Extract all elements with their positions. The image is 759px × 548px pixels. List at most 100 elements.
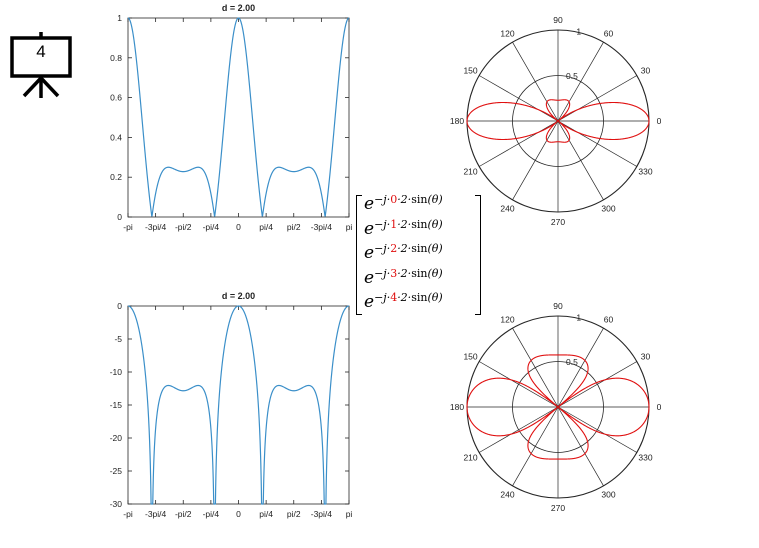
matrix-index: 2 [390, 242, 398, 255]
polar-angle-label: 330 [638, 167, 652, 177]
x-tick-label: pi [346, 222, 353, 232]
x-tick-label: pi/2 [287, 509, 301, 519]
matrix-base: e [364, 292, 375, 312]
polar-r-label: 1 [576, 26, 581, 36]
polar-angle-label: 90 [553, 15, 563, 25]
polar-angle-label: 210 [463, 453, 477, 463]
matrix-row: e−j·1·2·sin(θ) [364, 218, 443, 243]
y-tick-label: 0.6 [110, 93, 122, 103]
x-tick-label: -3pi/4 [311, 509, 333, 519]
polar-spoke [512, 406, 559, 486]
polar-angle-label: 120 [500, 29, 514, 39]
matrix-rest: ·2· [397, 291, 412, 304]
slide-number-badge: 4 [10, 32, 72, 100]
y-tick-label: -15 [110, 400, 123, 410]
x-tick-label: pi [346, 509, 353, 519]
y-tick-label: 0.2 [110, 172, 122, 182]
polar-r-label: 0.5 [566, 71, 578, 81]
matrix-left-bracket [356, 195, 362, 315]
plot-area [127, 17, 350, 218]
matrix-fn: sin [411, 291, 428, 304]
polar-angle-label: 330 [638, 453, 652, 463]
polar-spoke [557, 120, 637, 167]
steering-vector-matrix: e−j·0·2·sin(θ) e−j·1·2·sin(θ) e−j·2·2·sin(… [356, 193, 481, 315]
x-tick-label: -pi/4 [203, 222, 220, 232]
x-tick-label: 0 [236, 509, 241, 519]
matrix-minus: −j· [374, 291, 391, 304]
slide-number: 4 [36, 42, 46, 61]
matrix-row: e−j·2·2·sin(θ) [364, 242, 443, 267]
polar-spoke [557, 75, 637, 122]
polar-spoke [557, 406, 604, 486]
polar-spoke [557, 328, 604, 408]
matrix-arg: (θ) [427, 242, 443, 255]
matrix-exponent: −j·3·2·sin(θ) [374, 267, 443, 280]
polar-spoke [479, 406, 559, 453]
polar-angle-label: 210 [463, 167, 477, 177]
db-beampattern-chart: -30 -25 -20 -15 -10 -5 0 -pi -3pi/4 -pi/2 -pi/4 0 pi… [110, 291, 353, 519]
polar-spoke [512, 42, 559, 122]
linear-beampattern-chart: 0 0.2 0.4 0.6 0.8 1 -pi -3pi/4 -pi/2 -pi/4 0 pi/4 pi… [110, 3, 352, 232]
polar-angle-label: 270 [551, 217, 565, 227]
matrix-base: e [364, 267, 375, 288]
x-tick-label: -3pi/4 [311, 222, 333, 232]
polar-angle-label: 300 [601, 203, 615, 213]
polar-spoke [557, 406, 637, 453]
polar-angle-label: 30 [641, 66, 651, 76]
matrix-row: e−j·3·2·sin(θ) [364, 267, 443, 292]
x-tick-label: 0 [236, 222, 241, 232]
matrix-arg: (θ) [427, 217, 443, 231]
x-tick-label: -pi [123, 509, 133, 519]
polar-spoke [512, 328, 559, 408]
x-tick-label: -pi/4 [203, 509, 220, 519]
matrix-rest: ·2· [397, 217, 412, 231]
matrix-exponent: −j·4·2·sin(θ) [374, 291, 443, 304]
polar-spoke [512, 120, 559, 200]
polar-angle-label: 150 [463, 352, 477, 362]
matrix-row: e−j·0·2·sin(θ) [364, 193, 443, 218]
matrix-rest: ·2· [397, 266, 412, 280]
polar-r-label: 1 [576, 312, 581, 322]
polar-angle-label: 0 [657, 402, 662, 412]
polar-r-label: 0.5 [566, 357, 578, 367]
x-tick-label: -3pi/4 [145, 222, 167, 232]
matrix-minus: −j· [374, 193, 391, 206]
matrix-index: 1 [390, 217, 398, 231]
polar-spoke [557, 361, 637, 408]
polar-angle-label: 90 [553, 301, 563, 311]
x-tick-label: pi/4 [259, 509, 273, 519]
matrix-arg: (θ) [427, 193, 443, 206]
matrix-rest: ·2· [397, 193, 412, 206]
y-tick-label: -10 [110, 367, 123, 377]
matrix-fn: sin [411, 242, 428, 255]
matrix-minus: −j· [374, 217, 391, 231]
matrix-row: e−j·4·2·sin(θ) [364, 291, 443, 316]
polar-spoke [557, 42, 604, 122]
matrix-index: 3 [390, 266, 398, 280]
chart-title: d = 2.00 [222, 291, 255, 301]
matrix-arg: (θ) [427, 291, 443, 304]
matrix-rest: ·2· [397, 242, 412, 255]
polar-angle-label: 30 [641, 352, 651, 362]
polar-angle-label: 240 [500, 203, 514, 213]
polar-angle-label: 180 [450, 402, 464, 412]
matrix-arg: (θ) [427, 266, 443, 280]
y-tick-label: -30 [110, 499, 123, 509]
plot-area [127, 305, 350, 505]
x-tick-label: -pi [123, 222, 133, 232]
matrix-index: 4 [390, 291, 398, 304]
matrix-exponent: −j·2·2·sin(θ) [374, 242, 443, 255]
matrix-right-bracket [475, 195, 481, 315]
y-tick-label: 0 [117, 301, 122, 311]
y-tick-label: 0.8 [110, 53, 122, 63]
matrix-fn: sin [411, 266, 428, 280]
polar-angle-label: 180 [450, 116, 464, 126]
y-tick-label: 0 [117, 212, 122, 222]
y-tick-label: -5 [114, 334, 122, 344]
polar-spoke [479, 120, 559, 167]
x-tick-label: -pi/2 [175, 509, 192, 519]
polar-db-chart: 0 30 60 90 120 150 180 210 240 270 300 330 0.5 1 [450, 301, 662, 513]
matrix-base: e [364, 194, 375, 214]
polar-angle-label: 60 [604, 315, 614, 325]
